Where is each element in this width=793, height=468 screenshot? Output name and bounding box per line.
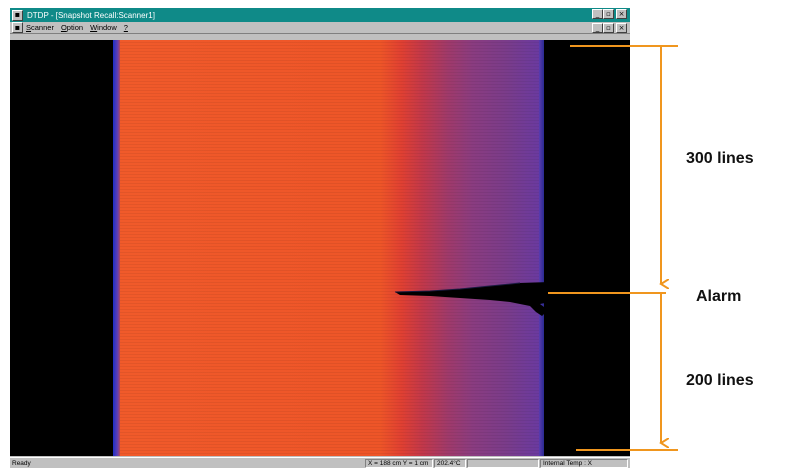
minimize-button[interactable]: _ [592,9,603,19]
restore-button[interactable]: ▫ [603,9,614,19]
menu-window-label: indow [97,23,117,32]
menu-option[interactable]: Option [61,23,83,32]
menu-option-label: ption [66,23,84,32]
menu-window[interactable]: Window [90,23,117,32]
document-system-icon[interactable]: ▪ [12,22,23,33]
alarm-defect-region [394,282,550,316]
doc-restore-button[interactable]: ▫ [603,23,614,33]
app-system-icon[interactable]: ▪ [12,9,23,21]
close-button[interactable]: × [616,9,627,19]
lower-span-label: 200 lines [686,372,754,389]
menu-help[interactable]: ? [124,23,128,32]
scan-band-right-edge [539,40,544,456]
menu-option-accel: O [60,23,67,32]
scan-band-left-edge [113,40,121,456]
upper-span-label: 300 lines [686,150,754,167]
doc-close-button[interactable]: × [616,23,627,33]
scan-hot-band [120,40,540,456]
menu-scanner-accel: S [26,23,32,32]
menu-scanner[interactable]: Scanner [26,23,54,32]
doc-minimize-button[interactable]: _ [592,23,603,33]
window-controls: _ ▫ × [592,9,627,19]
menu-help-accel: ? [123,23,128,32]
menu-scanner-label: canner [31,23,54,32]
status-ready: Ready [12,460,31,467]
document-window-controls: _ ▫ × [592,23,627,33]
alarm-label: Alarm [696,288,742,305]
title-bar[interactable]: ▪ DTDP - [Snapshot Recall:Scanner1] _ ▫ … [10,8,630,22]
window-title: DTDP - [Snapshot Recall:Scanner1] [27,10,155,20]
menu-window-accel: W [90,23,98,32]
menu-bar: ▪ Scanner Option Window ? _ ▫ × [10,22,630,34]
